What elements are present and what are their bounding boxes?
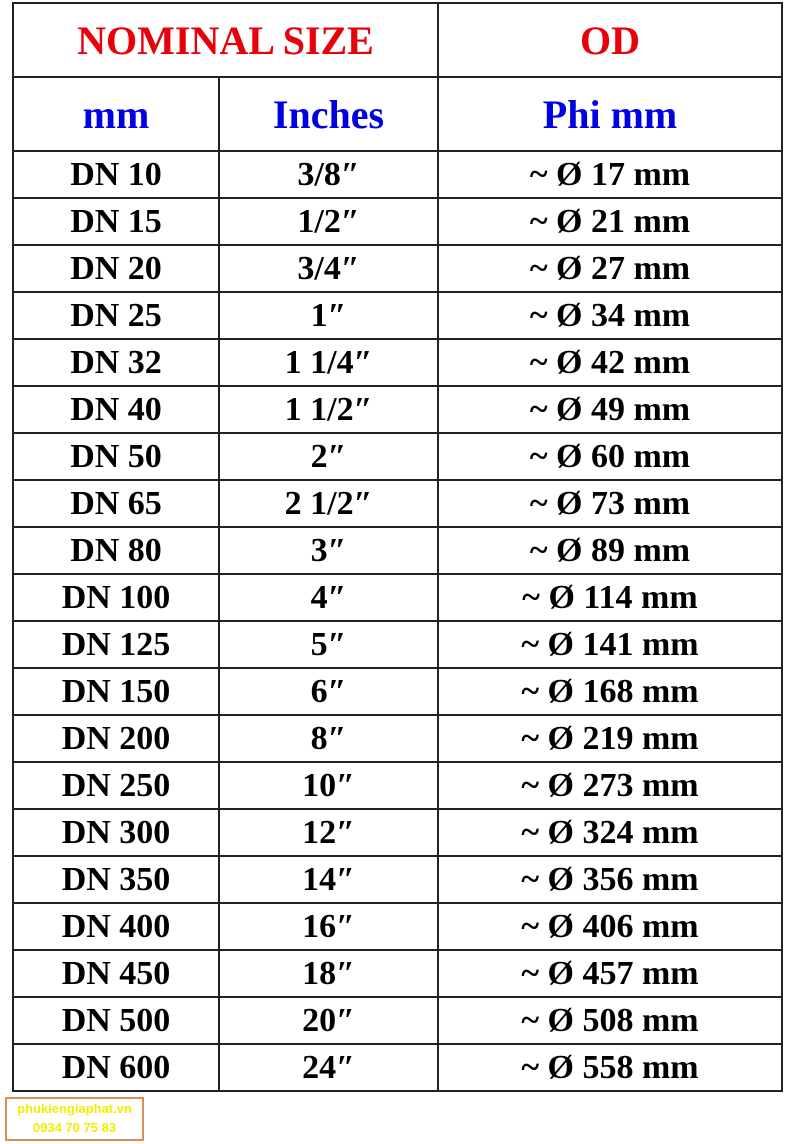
table-row: DN 300 12″ ~ Ø 324 mm <box>12 808 783 857</box>
od-cell: ~ Ø 219 mm <box>437 714 783 763</box>
dn-cell: DN 450 <box>12 949 220 998</box>
inches-cell: 2″ <box>218 432 439 481</box>
table-row: DN 450 18″ ~ Ø 457 mm <box>12 949 783 998</box>
od-header: OD <box>437 2 783 78</box>
header-row: NOMINAL SIZE OD <box>12 2 783 78</box>
dn-cell: DN 200 <box>12 714 220 763</box>
od-cell: ~ Ø 356 mm <box>437 855 783 904</box>
od-cell: ~ Ø 17 mm <box>437 150 783 199</box>
od-cell: ~ Ø 141 mm <box>437 620 783 669</box>
inches-cell: 10″ <box>218 761 439 810</box>
od-cell: ~ Ø 42 mm <box>437 338 783 387</box>
watermark-phone: 0934 70 75 83 <box>32 1120 117 1135</box>
inches-cell: 16″ <box>218 902 439 951</box>
inches-cell: 4″ <box>218 573 439 622</box>
watermark-site: phukiengiaphat.vn <box>17 1101 132 1116</box>
dn-cell: DN 100 <box>12 573 220 622</box>
inches-cell: 1″ <box>218 291 439 340</box>
od-cell: ~ Ø 508 mm <box>437 996 783 1045</box>
od-cell: ~ Ø 21 mm <box>437 197 783 246</box>
od-cell: ~ Ø 273 mm <box>437 761 783 810</box>
dn-cell: DN 500 <box>12 996 220 1045</box>
inches-cell: 12″ <box>218 808 439 857</box>
od-cell: ~ Ø 168 mm <box>437 667 783 716</box>
dn-cell: DN 65 <box>12 479 220 528</box>
table-row: DN 15 1/2″ ~ Ø 21 mm <box>12 197 783 246</box>
dn-cell: DN 150 <box>12 667 220 716</box>
table-row: DN 40 1 1/2″ ~ Ø 49 mm <box>12 385 783 434</box>
od-cell: ~ Ø 73 mm <box>437 479 783 528</box>
table-row: DN 10 3/8″ ~ Ø 17 mm <box>12 150 783 199</box>
table-row: DN 200 8″ ~ Ø 219 mm <box>12 714 783 763</box>
dn-cell: DN 600 <box>12 1043 220 1092</box>
inches-cell: 6″ <box>218 667 439 716</box>
table-row: DN 25 1″ ~ Ø 34 mm <box>12 291 783 340</box>
table-row: DN 50 2″ ~ Ø 60 mm <box>12 432 783 481</box>
inches-cell: 1/2″ <box>218 197 439 246</box>
od-cell: ~ Ø 324 mm <box>437 808 783 857</box>
od-cell: ~ Ø 114 mm <box>437 573 783 622</box>
dn-cell: DN 32 <box>12 338 220 387</box>
od-cell: ~ Ø 89 mm <box>437 526 783 575</box>
nominal-size-header: NOMINAL SIZE <box>12 2 439 78</box>
inches-cell: 14″ <box>218 855 439 904</box>
inches-cell: 3/4″ <box>218 244 439 293</box>
inches-cell: 24″ <box>218 1043 439 1092</box>
dn-cell: DN 400 <box>12 902 220 951</box>
inches-cell: 3/8″ <box>218 150 439 199</box>
inches-cell: 1 1/2″ <box>218 385 439 434</box>
dn-cell: DN 125 <box>12 620 220 669</box>
watermark: phukiengiaphat.vn 0934 70 75 83 <box>5 1097 144 1141</box>
inches-cell: 1 1/4″ <box>218 338 439 387</box>
inches-cell: 3″ <box>218 526 439 575</box>
dn-cell: DN 25 <box>12 291 220 340</box>
od-cell: ~ Ø 457 mm <box>437 949 783 998</box>
dn-cell: DN 40 <box>12 385 220 434</box>
od-cell: ~ Ø 558 mm <box>437 1043 783 1092</box>
dn-cell: DN 15 <box>12 197 220 246</box>
dn-cell: DN 10 <box>12 150 220 199</box>
subheader-row: mm Inches Phi mm <box>12 76 783 152</box>
inches-cell: 18″ <box>218 949 439 998</box>
inches-cell: 2 1/2″ <box>218 479 439 528</box>
dn-cell: DN 20 <box>12 244 220 293</box>
table-row: DN 600 24″ ~ Ø 558 mm <box>12 1043 783 1092</box>
table-row: DN 100 4″ ~ Ø 114 mm <box>12 573 783 622</box>
od-cell: ~ Ø 27 mm <box>437 244 783 293</box>
mm-header: mm <box>12 76 220 152</box>
dn-cell: DN 80 <box>12 526 220 575</box>
od-cell: ~ Ø 34 mm <box>437 291 783 340</box>
table-row: DN 250 10″ ~ Ø 273 mm <box>12 761 783 810</box>
table-row: DN 350 14″ ~ Ø 356 mm <box>12 855 783 904</box>
table-row: DN 500 20″ ~ Ø 508 mm <box>12 996 783 1045</box>
table-row: DN 150 6″ ~ Ø 168 mm <box>12 667 783 716</box>
inches-cell: 20″ <box>218 996 439 1045</box>
phi-mm-header: Phi mm <box>437 76 783 152</box>
table-row: DN 65 2 1/2″ ~ Ø 73 mm <box>12 479 783 528</box>
dn-cell: DN 250 <box>12 761 220 810</box>
table-row: DN 80 3″ ~ Ø 89 mm <box>12 526 783 575</box>
table-row: DN 20 3/4″ ~ Ø 27 mm <box>12 244 783 293</box>
inches-header: Inches <box>218 76 439 152</box>
od-cell: ~ Ø 406 mm <box>437 902 783 951</box>
pipe-size-table: NOMINAL SIZE OD mm Inches Phi mm DN 10 3/… <box>12 2 783 1092</box>
dn-cell: DN 50 <box>12 432 220 481</box>
inches-cell: 5″ <box>218 620 439 669</box>
table-row: DN 125 5″ ~ Ø 141 mm <box>12 620 783 669</box>
dn-cell: DN 300 <box>12 808 220 857</box>
table-row: DN 400 16″ ~ Ø 406 mm <box>12 902 783 951</box>
od-cell: ~ Ø 49 mm <box>437 385 783 434</box>
dn-cell: DN 350 <box>12 855 220 904</box>
inches-cell: 8″ <box>218 714 439 763</box>
table-row: DN 32 1 1/4″ ~ Ø 42 mm <box>12 338 783 387</box>
od-cell: ~ Ø 60 mm <box>437 432 783 481</box>
